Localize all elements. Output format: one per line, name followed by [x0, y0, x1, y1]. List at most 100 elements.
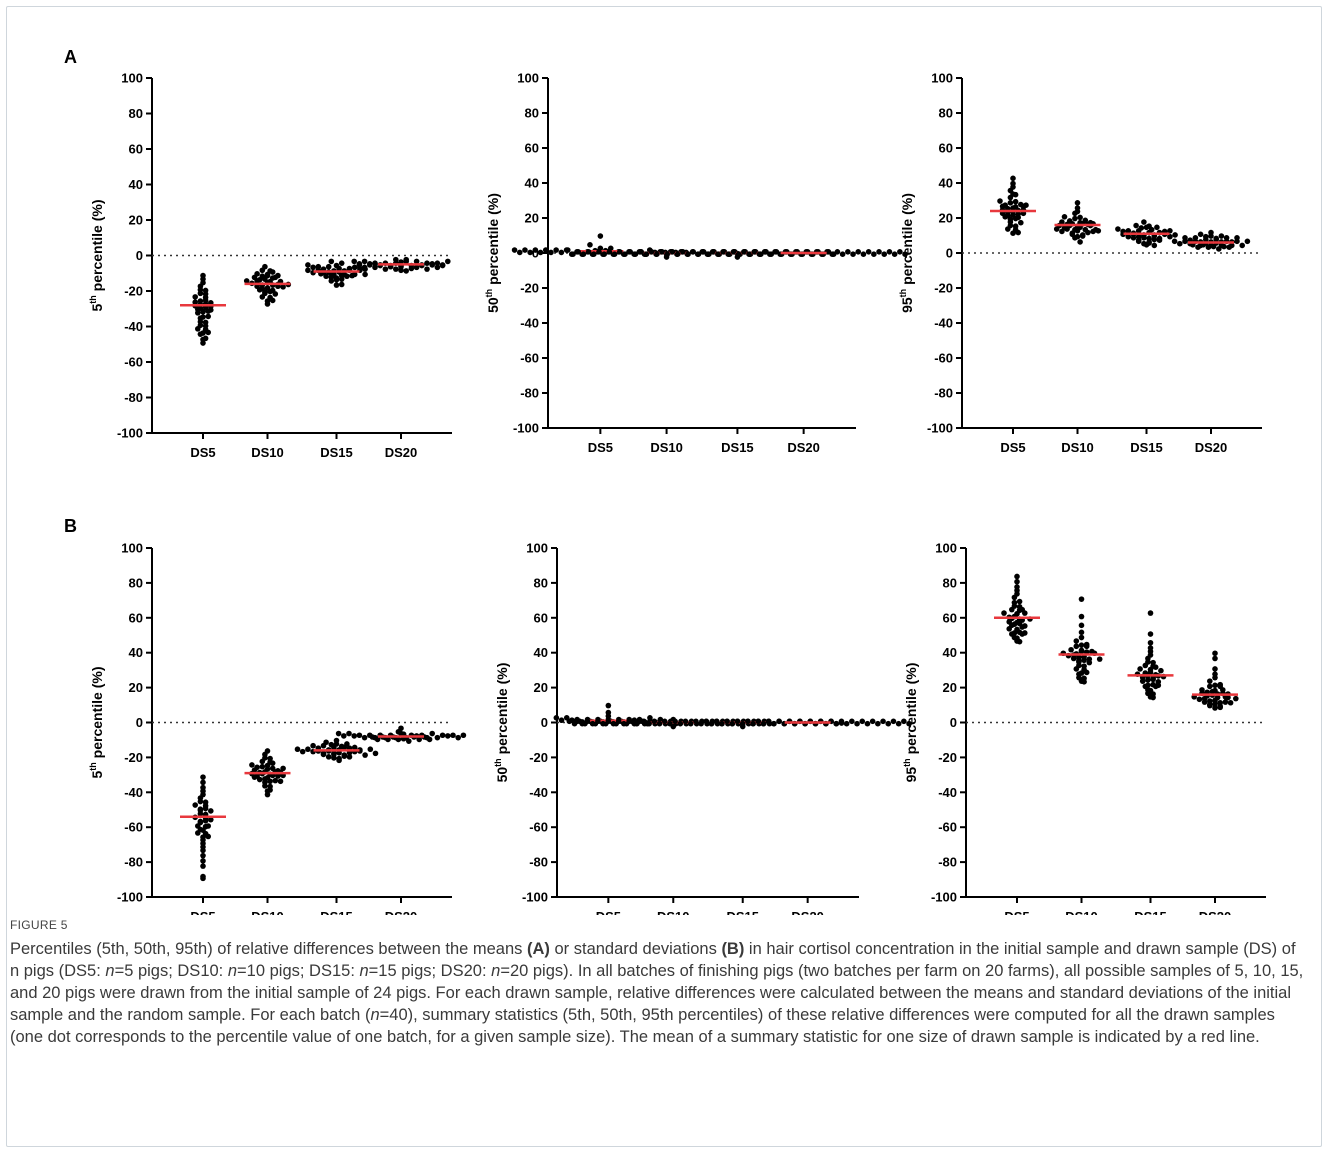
data-point: [615, 718, 622, 725]
y-tick-label: 80: [534, 575, 548, 590]
x-tick-label-ds5: DS5: [190, 445, 215, 460]
data-point: [606, 249, 613, 255]
data-point: [1007, 200, 1014, 206]
data-point: [1011, 594, 1018, 601]
x-tick-label-ds20: DS20: [385, 445, 418, 460]
data-point: [1083, 643, 1090, 650]
data-point: [1167, 228, 1173, 234]
data-point: [259, 763, 266, 770]
data-point: [680, 249, 686, 255]
data-point: [310, 264, 316, 271]
y-tick-label: 40: [943, 645, 957, 660]
y-tick-label: -80: [124, 855, 143, 870]
data-point: [333, 276, 340, 283]
data-point: [424, 266, 430, 272]
data-point: [610, 720, 617, 727]
data-point: [1239, 242, 1245, 249]
data-point: [601, 251, 607, 257]
data-point: [445, 733, 451, 739]
data-point: [687, 720, 694, 727]
x-tick-label-ds10: DS10: [1065, 909, 1098, 915]
y-tick-label: -20: [520, 281, 539, 296]
data-point: [1053, 226, 1060, 232]
data-point: [643, 251, 650, 257]
data-point: [267, 778, 273, 785]
data-point: [372, 750, 379, 757]
chart-a-2: -100 -80 -60 -40 -20 0 20 40 60 80 100 50th percent…: [484, 71, 908, 455]
data-point: [631, 720, 638, 727]
x-tick-label-ds5: DS5: [190, 909, 215, 915]
data-point: [667, 720, 673, 727]
data-point: [1115, 226, 1121, 232]
data-point: [362, 752, 368, 758]
data-point: [886, 249, 893, 255]
y-tick-label: -20: [124, 750, 143, 765]
data-point: [621, 720, 627, 727]
y-tick-label: 40: [534, 645, 548, 660]
data-point: [885, 720, 892, 727]
data-point: [450, 732, 456, 739]
x-tick-label-ds5: DS5: [1000, 440, 1025, 455]
data-point: [703, 718, 710, 725]
data-point: [761, 249, 768, 255]
data-point: [331, 744, 337, 751]
data-point: [1218, 233, 1225, 239]
data-point: [626, 718, 632, 725]
data-point: [746, 251, 752, 257]
data-point: [611, 251, 618, 257]
data-point: [333, 282, 340, 288]
data-point: [1234, 238, 1240, 245]
data-point: [269, 760, 276, 766]
data-point: [439, 732, 446, 739]
x-tick-label-ds15: DS15: [320, 445, 353, 460]
data-point: [1154, 224, 1160, 231]
y-tick-label: 40: [129, 645, 143, 660]
data-point: [1077, 239, 1083, 245]
data-point: [351, 264, 358, 271]
data-point: [771, 720, 777, 727]
data-point: [243, 278, 250, 284]
data-point: [677, 720, 684, 727]
data-point: [897, 249, 903, 255]
data-point: [1133, 222, 1139, 229]
data-point: [596, 249, 602, 255]
data-point: [195, 310, 201, 316]
data-point: [1158, 667, 1164, 674]
data-point: [729, 720, 736, 727]
data-point: [1073, 643, 1080, 650]
y-tick-label: 60: [534, 610, 548, 625]
data-point: [374, 736, 381, 743]
data-point: [259, 758, 266, 765]
data-point: [1135, 228, 1142, 234]
data-point: [1147, 610, 1154, 616]
data-point: [574, 718, 580, 725]
y-tick-label: -60: [124, 355, 143, 370]
data-point: [839, 251, 846, 257]
data-point: [1014, 578, 1020, 585]
data-point: [305, 267, 311, 274]
data-point: [434, 260, 441, 266]
data-point: [1078, 642, 1085, 648]
data-point: [195, 830, 201, 836]
data-point: [1139, 678, 1146, 684]
data-point: [845, 249, 851, 255]
x-tick-label-ds20: DS20: [1195, 440, 1228, 455]
y-tick-label: 0: [950, 715, 957, 730]
data-point: [1019, 624, 1025, 630]
x-tick-label-ds15: DS15: [320, 909, 353, 915]
data-point: [197, 331, 204, 337]
data-point: [527, 249, 533, 256]
data-point: [264, 791, 271, 798]
data-point: [1143, 224, 1150, 231]
y-tick-label: 80: [129, 106, 143, 121]
data-point: [548, 249, 554, 256]
data-point: [361, 264, 368, 271]
data-point: [570, 251, 576, 257]
data-point: [416, 736, 423, 743]
y-tick-label: 100: [121, 71, 143, 86]
chart-a-3: -100 -80 -60 -40 -20 0 20 40 60 80 100 95th percent…: [898, 71, 1262, 455]
data-point: [875, 720, 881, 727]
data-point: [1012, 215, 1019, 222]
y-tick-label: 60: [939, 141, 953, 156]
data-point: [1195, 244, 1201, 250]
